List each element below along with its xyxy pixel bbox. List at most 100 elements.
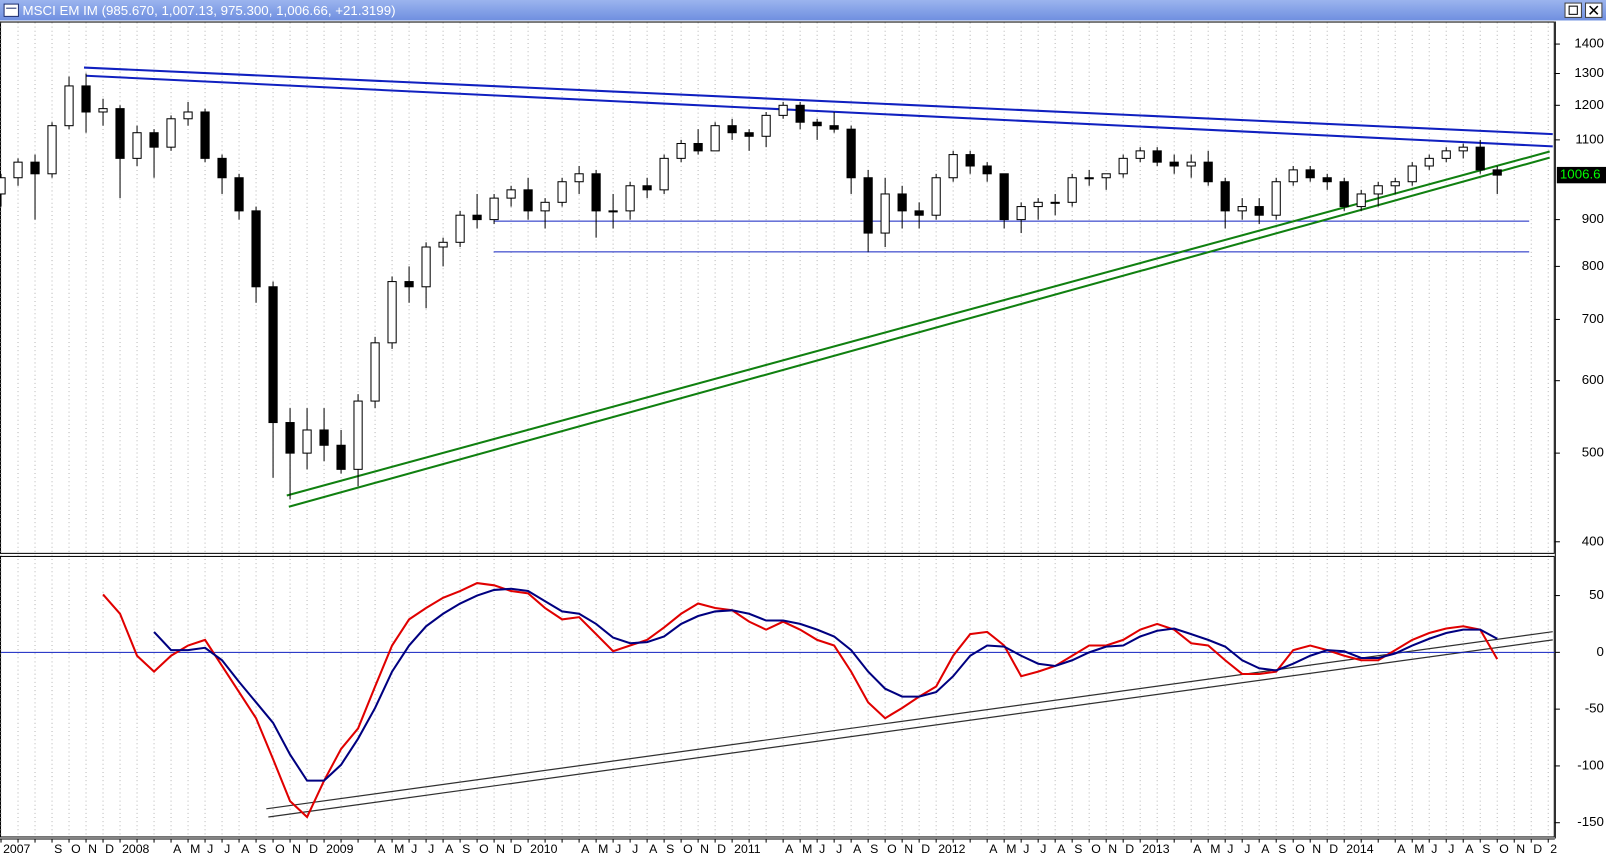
x-tick-label: D	[1533, 842, 1542, 856]
x-tick-label: O	[1091, 842, 1101, 856]
y-tick-label: 1400	[1574, 36, 1604, 51]
candle-body	[1271, 181, 1281, 216]
candle-body	[659, 157, 669, 191]
candle-body	[132, 132, 142, 159]
last-value-label: 1006.6	[1560, 167, 1601, 182]
indicator-trend-line	[268, 639, 1553, 818]
x-tick-label: A	[853, 842, 862, 856]
candle-body	[574, 173, 584, 183]
candle-body	[1101, 173, 1111, 179]
x-tick-label: D	[1329, 842, 1338, 856]
x-tick-label: S	[54, 842, 62, 856]
x-tick-label: N	[904, 842, 913, 856]
x-tick-label: D	[1125, 842, 1134, 856]
candle-body	[829, 125, 839, 130]
candle-body	[47, 125, 57, 175]
candle-body	[1169, 161, 1179, 167]
x-tick-label: J	[632, 842, 638, 856]
y-tick-label: 1300	[1574, 65, 1604, 80]
x-tick-label: N	[292, 842, 301, 856]
x-tick-label: A	[445, 842, 454, 856]
x-tick-label: J	[1040, 842, 1046, 856]
x-tick-label: S	[1278, 842, 1286, 856]
y-tick-label: 900	[1582, 211, 1604, 226]
x-tick-label: 2013	[1142, 842, 1169, 856]
candle-body	[1135, 150, 1145, 159]
candle-body	[1016, 206, 1026, 221]
x-tick-label: J	[428, 842, 434, 856]
x-tick-label: A	[1261, 842, 1270, 856]
candle-body	[1424, 157, 1434, 167]
candle-body	[778, 104, 788, 116]
indicator-pane	[0, 555, 1555, 838]
x-tick-label: O	[887, 842, 897, 856]
candle-body	[64, 85, 74, 127]
candle-body	[1050, 201, 1060, 204]
candle-body	[251, 210, 261, 288]
x-tick-label: M	[1006, 842, 1016, 856]
candle-body	[149, 132, 159, 148]
y-tick-label: 0	[1597, 644, 1604, 659]
x-tick-label: 2009	[326, 842, 353, 856]
candle-body	[13, 161, 23, 179]
candle-body	[1305, 169, 1315, 179]
x-tick-label: O	[479, 842, 489, 856]
restore-button[interactable]	[1564, 2, 1582, 18]
x-tick-label: O	[275, 842, 285, 856]
x-tick-label: J	[411, 842, 417, 856]
candle-body	[1237, 206, 1247, 212]
candle-body	[880, 193, 890, 234]
candle-body	[115, 108, 125, 159]
candle-body	[557, 181, 567, 203]
candle-body	[1339, 181, 1349, 208]
candle-body	[999, 173, 1009, 221]
indicator-line	[153, 587, 1498, 782]
candle-body	[1254, 206, 1264, 216]
candle-body	[523, 189, 533, 212]
candle-body	[1441, 150, 1451, 159]
candle-body	[1203, 161, 1213, 183]
x-tick-label: A	[1057, 842, 1066, 856]
x-tick-label: A	[785, 842, 794, 856]
candle-body	[1220, 181, 1230, 212]
y-tick-label: 600	[1582, 372, 1604, 387]
x-tick-label: J	[207, 842, 213, 856]
y-tick-label: 1100	[1575, 131, 1604, 146]
y-tick-label: 1200	[1574, 97, 1604, 112]
x-tick-label: J	[1023, 842, 1029, 856]
x-tick-label: A	[1465, 842, 1474, 856]
window-icon	[3, 3, 19, 17]
y-tick-label: -100	[1577, 757, 1604, 772]
x-tick-label: S	[462, 842, 470, 856]
x-tick-label: 2011	[734, 842, 761, 856]
candle-body	[608, 210, 618, 213]
candle-body	[1373, 185, 1383, 195]
x-tick-label: N	[1108, 842, 1117, 856]
candle-body	[931, 177, 941, 216]
close-button[interactable]	[1585, 2, 1603, 18]
x-tick-label: A	[989, 842, 998, 856]
candle-body	[1492, 169, 1502, 176]
x-tick-label: O	[683, 842, 693, 856]
candle-body	[285, 422, 295, 454]
candle-body	[81, 85, 91, 113]
x-tick-label: M	[802, 842, 812, 856]
x-tick-label: S	[1482, 842, 1490, 856]
uptrend-line	[288, 156, 1550, 508]
x-tick-label: O	[71, 842, 81, 856]
candle-body	[30, 161, 40, 175]
x-tick-label: 2012	[938, 842, 965, 856]
candle-body	[761, 114, 771, 137]
x-tick-label: J	[1448, 842, 1454, 856]
indicator-trend-line	[266, 631, 1553, 810]
x-tick-label: 2008	[122, 842, 149, 856]
candle-body	[1186, 161, 1196, 167]
x-tick-label: A	[173, 842, 182, 856]
y-axis-panel	[1554, 21, 1606, 839]
candle-body	[438, 241, 448, 248]
x-tick-label: N	[1312, 842, 1321, 856]
x-tick-label: 2007	[3, 842, 30, 856]
x-tick-label: A	[1397, 842, 1406, 856]
x-tick-label: D	[921, 842, 930, 856]
candle-body	[1322, 177, 1332, 183]
